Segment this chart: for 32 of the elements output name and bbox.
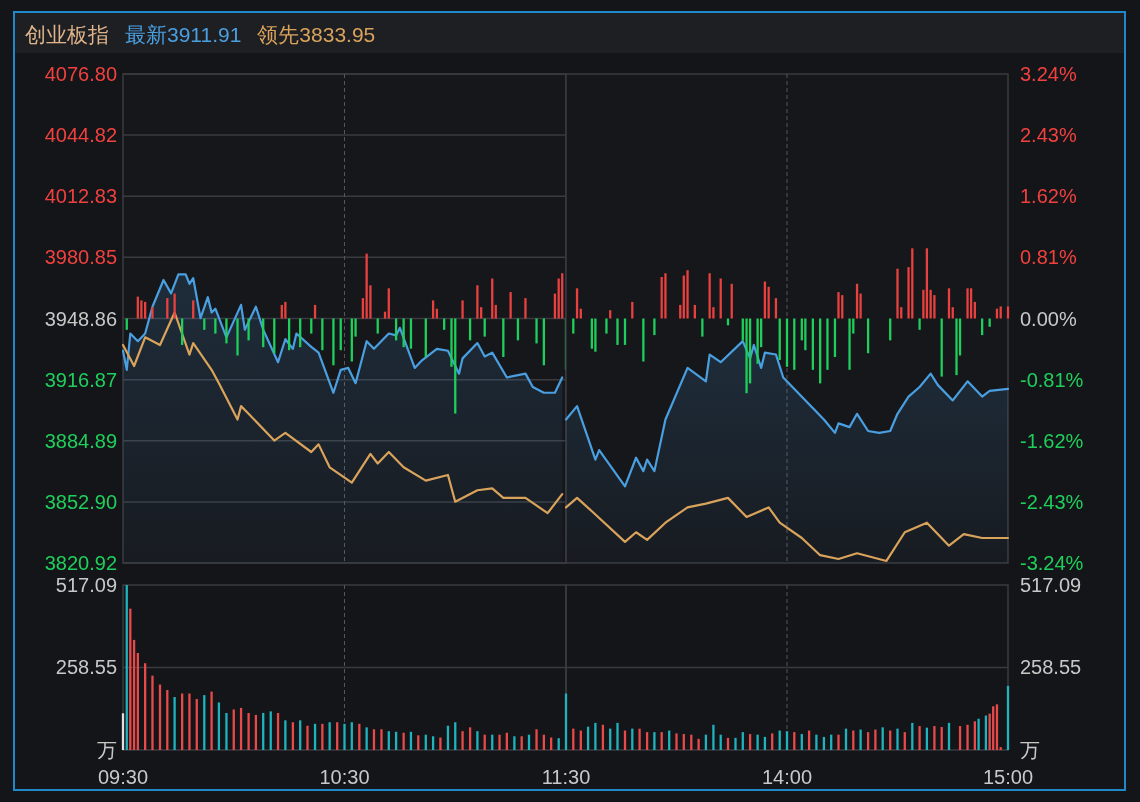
y2-tick-label: 0.00% — [1020, 307, 1077, 330]
y2-tick-label: 3.24% — [1020, 63, 1077, 85]
y2-tick-label: 0.81% — [1020, 246, 1077, 269]
x-tick-label: 10:30 — [319, 766, 370, 788]
y2-tick-label: -3.24% — [1020, 552, 1084, 574]
text: 最新3911.91 — [125, 22, 242, 46]
y2-tick-label: -2.43% — [1020, 490, 1084, 513]
x-tick-label: 09:30 — [97, 766, 149, 788]
y-tick-label: 3980.85 — [44, 246, 117, 269]
x-tick-label: 11:30 — [541, 766, 591, 788]
chart-title: 创业板指 — [25, 22, 109, 46]
y-tick-label: 4044.82 — [44, 124, 117, 147]
y-tick-label: 3948.86 — [44, 307, 117, 330]
y-tick-label: 258.55 — [55, 656, 117, 679]
y2-tick-label: 517.09 — [1020, 574, 1082, 596]
y-tick-label: 3820.92 — [44, 552, 117, 574]
y-tick-label: 万 — [97, 739, 117, 761]
y2-tick-label: 2.43% — [1020, 124, 1077, 147]
y2-tick-label: 1.62% — [1020, 185, 1077, 208]
y2-tick-label: -1.62% — [1020, 429, 1084, 452]
y2-tick-label: 万 — [1020, 739, 1040, 761]
y-tick-label: 3852.90 — [44, 490, 117, 513]
y-tick-label: 3884.89 — [44, 429, 117, 452]
y2-tick-label: 258.55 — [1020, 656, 1082, 679]
x-tick-label: 14:00 — [761, 766, 813, 788]
y-tick-label: 4076.80 — [44, 63, 117, 85]
y2-tick-label: -0.81% — [1020, 368, 1084, 391]
x-tick-label: 15:00 — [982, 766, 1034, 788]
y-tick-label: 3916.87 — [44, 368, 117, 391]
text: 领先3833.95 — [257, 22, 376, 46]
y-tick-label: 4012.83 — [44, 185, 117, 208]
y-tick-label: 517.09 — [55, 574, 117, 596]
